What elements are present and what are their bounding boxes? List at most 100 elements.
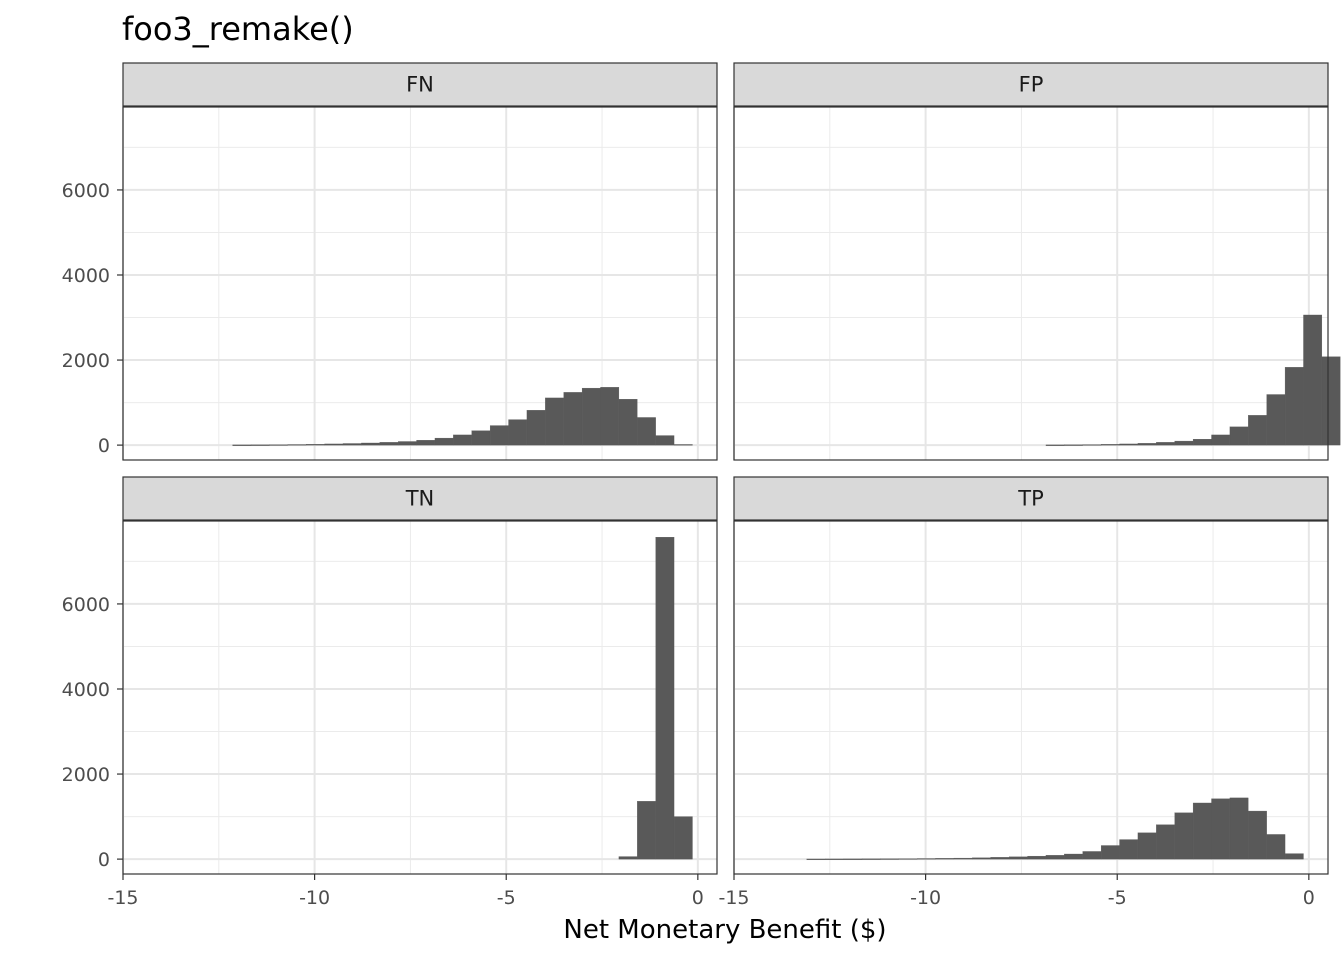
histogram-bar [1211,798,1231,860]
histogram-bar [545,397,564,446]
panel-border [122,520,718,875]
histogram-bar [1303,314,1323,446]
histogram-bar [1100,845,1120,860]
histogram-bar [342,443,362,446]
histogram-bar [600,387,620,446]
histogram-bar [1045,855,1065,860]
facet-strip [733,476,1329,521]
panel-border [733,106,1329,461]
histogram-bar [917,858,936,860]
histogram-bar [1009,856,1028,860]
histogram-bar [324,443,344,446]
panel-fp: FP [733,62,1341,461]
histogram-bar [1174,440,1194,446]
histogram-bar [1284,853,1304,860]
histogram-bar [471,430,491,446]
histogram-bar [618,399,638,446]
x-tick-label: -10 [299,887,330,909]
y-tick-label: 4000 [62,679,110,701]
facet-panels: FN FP TN TP [122,62,1341,875]
histogram-bar [655,537,675,860]
histogram-bar [1321,356,1341,446]
y-axes: 0 2000 4000 6000 0 2000 4000 6000 [62,180,123,871]
y-tick-label: 4000 [62,265,110,287]
histogram-bar [1082,851,1102,860]
histogram-bar [1082,444,1102,446]
histogram-bar [1100,444,1120,446]
panel-fn: FN [122,62,718,461]
facet-strip-label: FN [406,73,434,97]
histogram-bar [416,440,436,446]
histogram-bar [1174,812,1194,860]
histogram-bar [806,858,826,860]
histogram-bar [655,435,675,446]
histogram-bar [306,444,325,446]
histogram-bar [673,444,693,446]
histogram-bar [637,417,656,446]
x-tick-label: -10 [910,887,941,909]
histogram-bar [1064,853,1083,860]
y-tick-label: 0 [98,849,110,871]
histogram-bar [1229,426,1249,446]
histogram-bar [1064,444,1083,446]
histogram-bar [1137,832,1157,860]
histogram-bar [1156,442,1175,446]
x-axis-title: Net Monetary Benefit ($) [563,915,886,945]
histogram-bar [434,437,454,446]
facet-strip-label: FP [1019,73,1044,97]
histogram-bar [1266,394,1286,446]
y-tick-label: 2000 [62,764,110,786]
histogram-bar [953,857,973,860]
panel-tp: TP [733,476,1329,875]
x-axes: -15 -10 -5 0 -15 -10 -5 0 [107,874,1315,909]
histogram-bar [1229,797,1249,860]
x-tick-label: -15 [718,887,749,909]
y-tick-label: 2000 [62,350,110,372]
histogram-bar [880,858,899,860]
chart-title: foo3_remake() [122,10,354,48]
facet-strip [122,476,718,521]
histogram-bar [935,858,955,860]
histogram-bar [1045,444,1065,446]
histogram-bar [898,858,918,860]
histogram-bar [287,444,307,446]
facet-strip [122,62,718,107]
histogram-bar [1248,810,1267,860]
histogram-bar [972,857,991,860]
x-tick-label: -5 [497,887,516,909]
panel-border [122,106,718,461]
histogram-bar [618,856,638,860]
x-tick-label: -5 [1108,887,1127,909]
histogram-bar [232,444,252,446]
histogram-bar [1284,367,1304,446]
histogram-bar [1248,415,1267,446]
histogram-bar [1156,824,1175,860]
histogram-bar [825,858,844,860]
histogram-bar [508,419,528,446]
histogram-bar [581,387,601,446]
histogram-bar [673,816,693,860]
histogram-bar [489,425,509,446]
histogram-bar [563,392,583,446]
histogram-bar [250,444,270,446]
facet-strip-label: TP [1017,487,1044,511]
y-tick-label: 6000 [62,594,110,616]
facet-strip-label: TN [405,487,435,511]
panel-background [734,107,1328,460]
histogram-bar [361,442,380,446]
histogram-bar [637,801,656,860]
x-tick-label: 0 [692,887,704,909]
histogram-bar [1027,855,1047,860]
histogram-bar [1192,439,1212,446]
histogram-bar [843,858,863,860]
histogram-bar [1192,802,1212,860]
histogram-bar [1119,839,1139,860]
panel-background [123,521,717,874]
panel-tn: TN [122,476,718,875]
histogram-bar [526,410,546,446]
histogram-bar [453,434,472,446]
y-tick-label: 0 [98,435,110,457]
y-tick-label: 6000 [62,180,110,202]
x-tick-label: -15 [107,887,138,909]
